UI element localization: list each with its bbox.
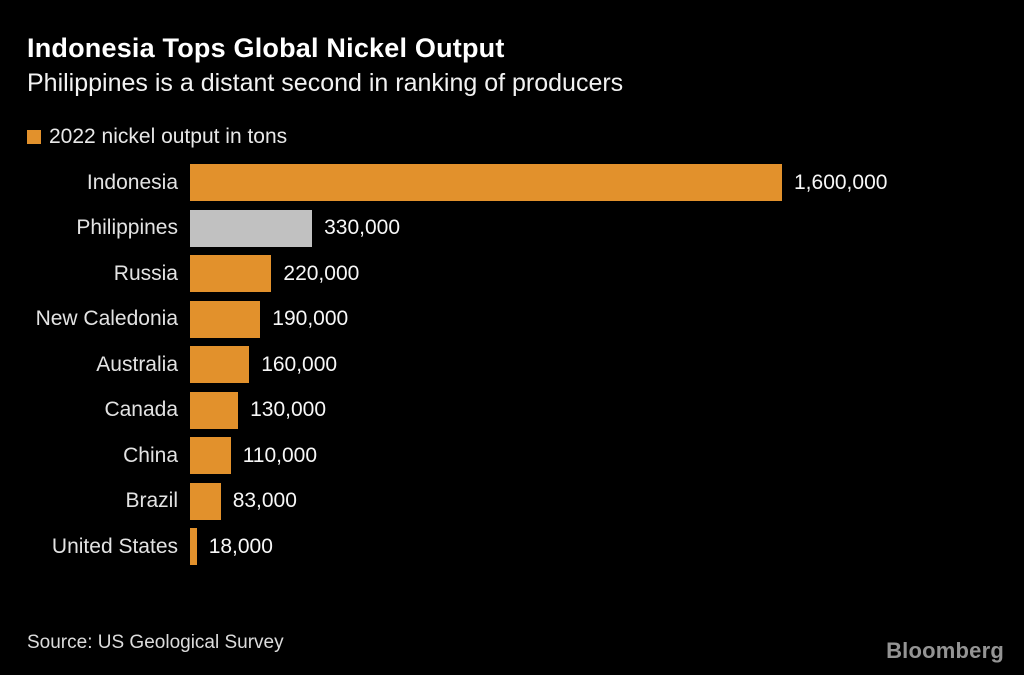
value-label: 220,000 [283,261,360,285]
value-label: 83,000 [232,489,297,513]
legend-swatch-icon [27,130,41,144]
chart-row-indonesia: Indonesia 1,600,000 [0,160,1024,206]
value-label: 330,000 [324,216,401,240]
bar-russia [190,255,272,293]
chart-row-china: China 110,000 [0,433,1024,479]
value-label: 190,000 [272,307,349,331]
value-label: 110,000 [242,443,318,467]
value-label: 1,600,000 [794,170,888,194]
chart-row-philippines: Philippines 330,000 [0,206,1024,252]
category-label: Philippines [76,216,178,240]
category-label: Russia [113,261,178,285]
bar-new-caledonia [190,300,261,338]
bar-indonesia [190,164,782,202]
bar-china [190,437,231,475]
chart-row-brazil: Brazil 83,000 [0,479,1024,525]
bar-canada [190,391,239,429]
bar-australia [190,346,250,384]
value-label: 18,000 [208,534,273,558]
bar-philippines [190,209,313,247]
bar-united-states [190,528,197,566]
category-label: Australia [96,352,178,376]
bar-brazil [190,482,221,520]
category-label: New Caledonia [35,307,178,331]
chart-row-new-caledonia: New Caledonia 190,000 [0,297,1024,343]
value-label: 160,000 [261,352,338,376]
legend: 2022 nickel output in tons [27,125,287,149]
chart-subtitle: Philippines is a distant second in ranki… [27,69,624,97]
value-label: 130,000 [250,398,327,422]
chart-row-russia: Russia 220,000 [0,251,1024,297]
category-label: Canada [104,398,178,422]
category-label: Indonesia [86,170,178,194]
chart-row-australia: Australia 160,000 [0,342,1024,388]
category-label: Brazil [125,489,178,513]
bloomberg-logo: Bloomberg [886,638,1004,663]
category-label: United States [51,534,178,558]
bar-chart: Indonesia 1,600,000 Philippines 330,000 … [0,160,1024,570]
source-note: Source: US Geological Survey [27,632,284,653]
chart-row-canada: Canada 130,000 [0,388,1024,434]
chart-title: Indonesia Tops Global Nickel Output [27,33,505,63]
category-label: China [123,443,178,467]
legend-label: 2022 nickel output in tons [49,125,288,148]
chart-row-united-states: United States 18,000 [0,524,1024,570]
